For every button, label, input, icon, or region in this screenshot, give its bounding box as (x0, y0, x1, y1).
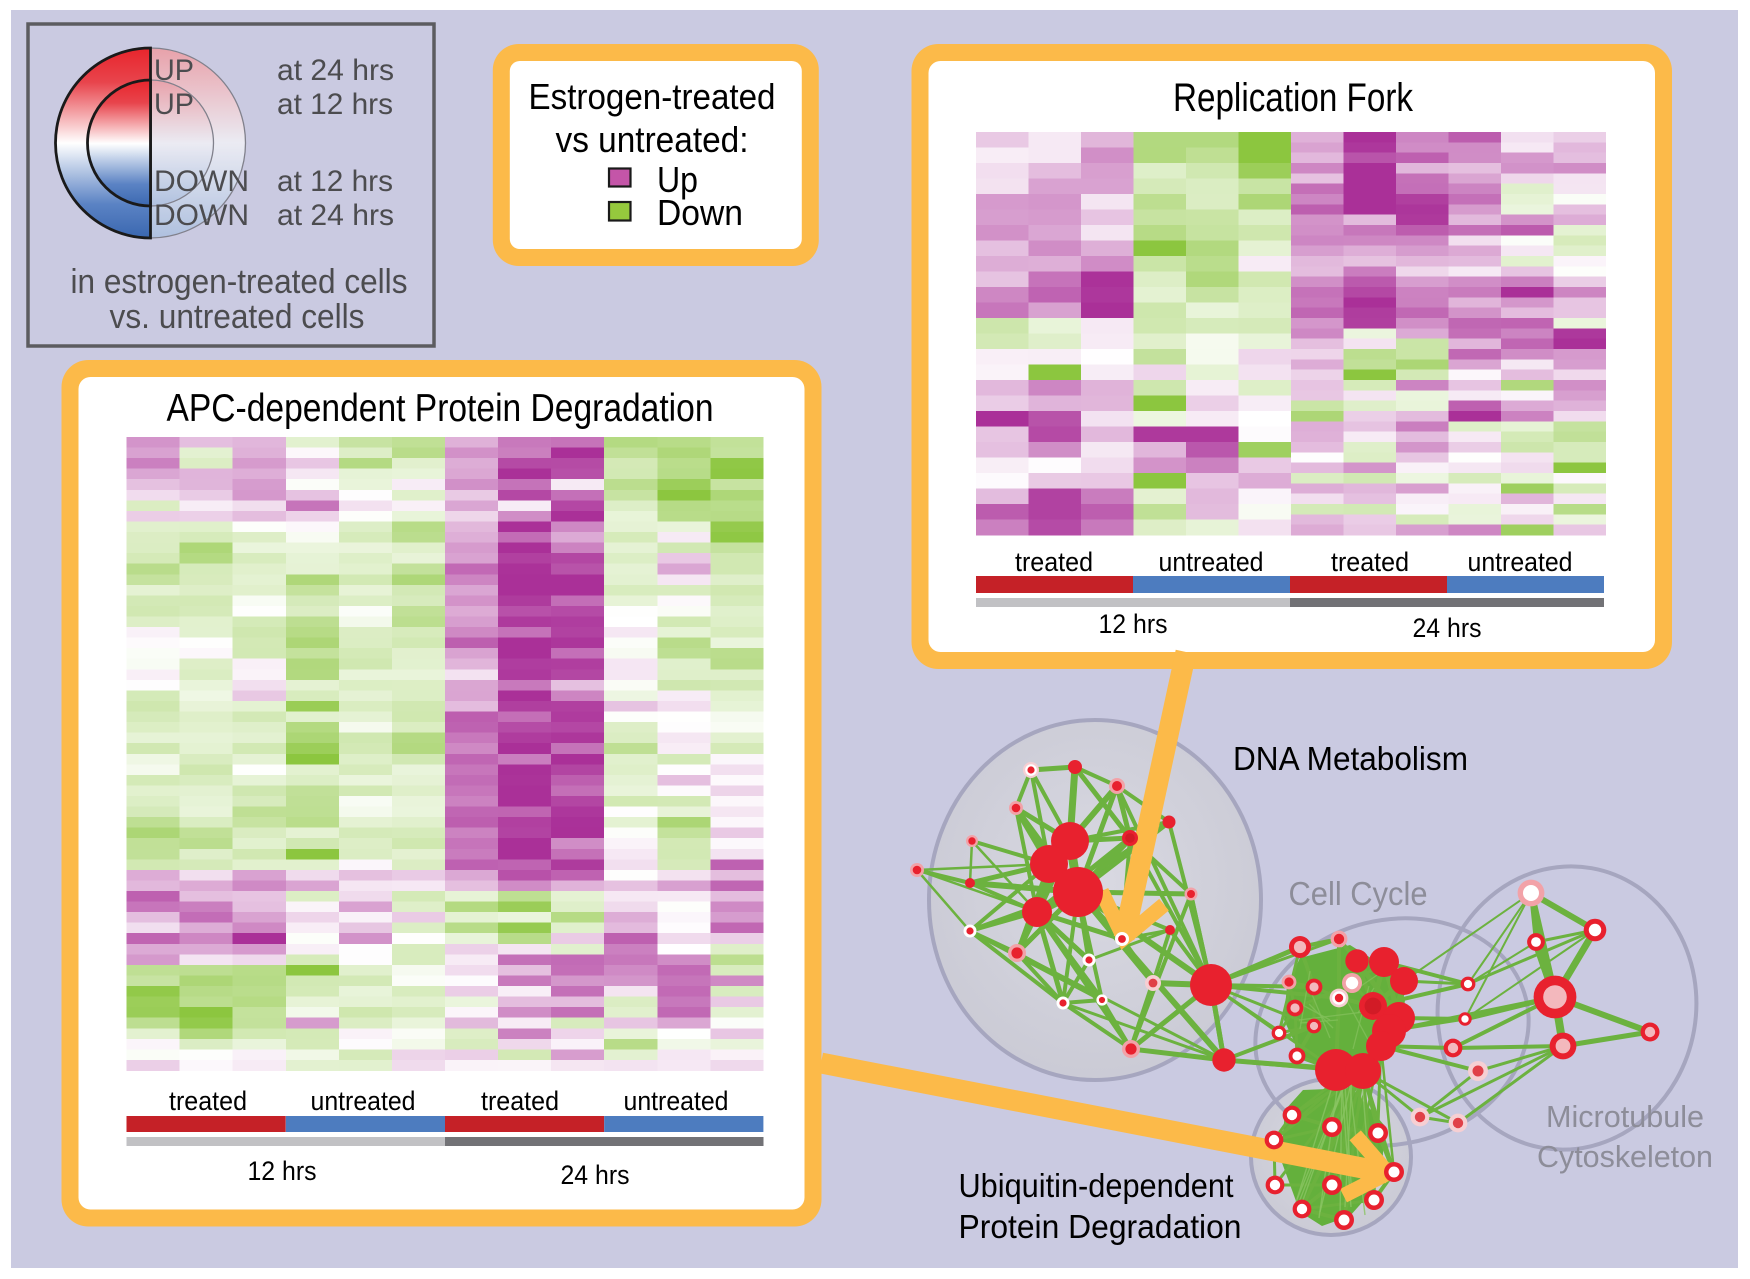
svg-text:UP: UP (154, 88, 194, 121)
svg-text:24 hrs: 24 hrs (1413, 613, 1482, 643)
svg-text:24 hrs: 24 hrs (561, 1160, 630, 1190)
svg-text:Microtubule: Microtubule (1546, 1099, 1704, 1134)
svg-text:at 24 hrs: at 24 hrs (277, 54, 394, 87)
svg-text:untreated: untreated (311, 1086, 416, 1116)
svg-text:at 12 hrs: at 12 hrs (277, 88, 393, 121)
svg-text:in estrogen-treated cells: in estrogen-treated cells (71, 263, 408, 301)
svg-text:12 hrs: 12 hrs (248, 1156, 317, 1186)
svg-text:APC-dependent Protein Degradat: APC-dependent Protein Degradation (167, 387, 714, 430)
svg-text:Replication Fork: Replication Fork (1173, 76, 1414, 120)
svg-text:untreated: untreated (1159, 547, 1264, 577)
svg-text:DOWN: DOWN (154, 165, 249, 198)
svg-text:Cytoskeleton: Cytoskeleton (1537, 1139, 1713, 1174)
svg-text:Up: Up (657, 159, 698, 200)
svg-text:treated: treated (1015, 547, 1093, 577)
svg-text:DNA Metabolism: DNA Metabolism (1233, 740, 1468, 777)
svg-text:treated: treated (169, 1086, 247, 1116)
svg-text:UP: UP (154, 54, 194, 87)
svg-text:treated: treated (1331, 547, 1409, 577)
svg-text:Cell Cycle: Cell Cycle (1289, 875, 1428, 912)
svg-text:12 hrs: 12 hrs (1099, 609, 1168, 639)
svg-text:at 24 hrs: at 24 hrs (277, 199, 394, 232)
svg-text:DOWN: DOWN (154, 199, 249, 232)
svg-text:vs untreated:: vs untreated: (556, 119, 749, 160)
svg-text:Estrogen-treated: Estrogen-treated (529, 76, 776, 117)
svg-text:Protein Degradation: Protein Degradation (959, 1208, 1242, 1245)
svg-text:Down: Down (657, 192, 743, 233)
svg-text:at 12 hrs: at 12 hrs (277, 165, 393, 198)
svg-text:treated: treated (481, 1086, 559, 1116)
svg-text:untreated: untreated (624, 1086, 729, 1116)
svg-text:Ubiquitin-dependent: Ubiquitin-dependent (959, 1167, 1234, 1204)
svg-text:vs. untreated cells: vs. untreated cells (110, 298, 365, 336)
svg-text:untreated: untreated (1468, 547, 1573, 577)
